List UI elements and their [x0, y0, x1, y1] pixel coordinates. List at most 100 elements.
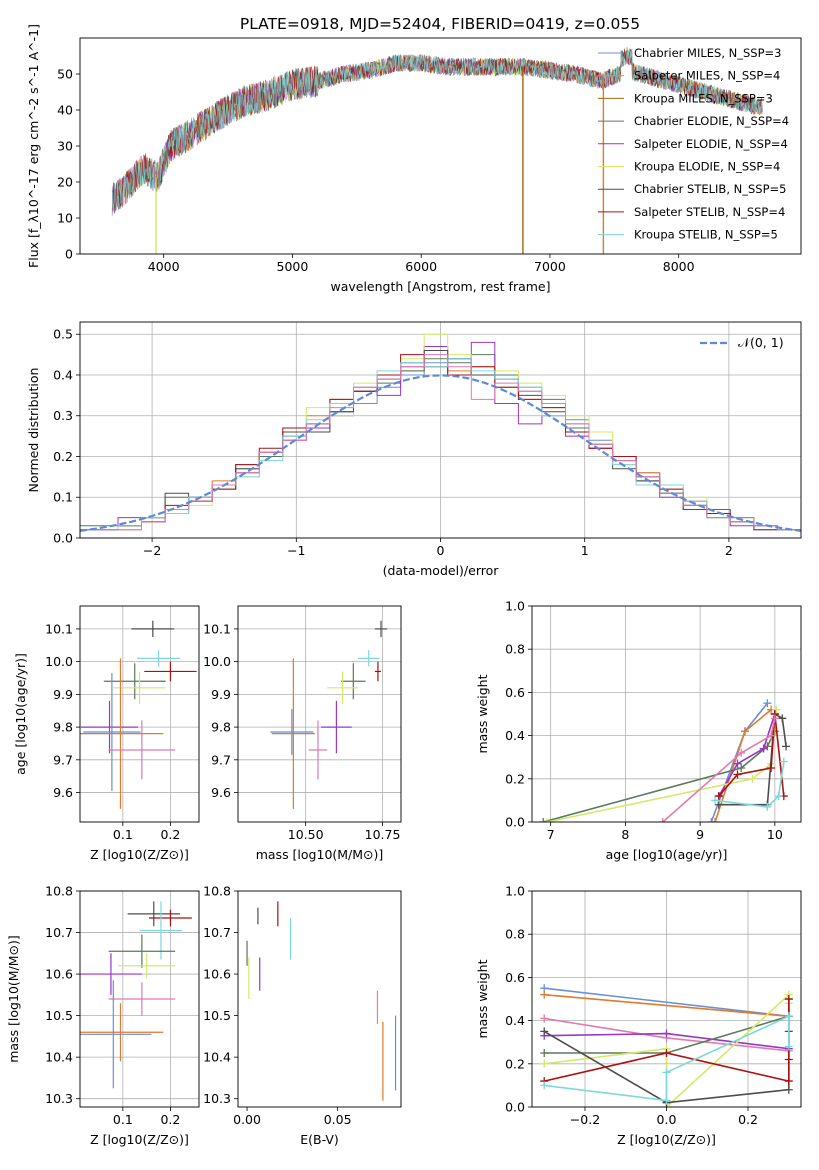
legend-label: Chabrier MILES, N_SSP=3 — [634, 46, 781, 60]
histogram-series — [80, 333, 801, 531]
weight-marker — [662, 1096, 671, 1105]
weight-marker — [740, 727, 749, 736]
errorbar-point — [80, 980, 152, 1089]
errorbar-point — [149, 909, 192, 927]
legend-label: Salpeter ELODIE, N_SSP=4 — [634, 137, 788, 151]
axes-frame — [237, 605, 402, 823]
axes-frame — [79, 37, 802, 255]
figure-title: PLATE=0918, MJD=52404, FIBERID=0419, z=0… — [240, 15, 640, 33]
histogram-series — [80, 354, 801, 531]
x-tick-label: 2 — [725, 543, 733, 558]
x-tick-label: 0.2 — [160, 827, 180, 842]
errorbar-point — [357, 650, 380, 667]
y-tick-label: 0.2 — [505, 771, 525, 786]
errorbar-point — [80, 1003, 164, 1062]
legend-label: Kroupa MILES, N_SSP=3 — [634, 91, 773, 105]
x-tick-label: 0.05 — [324, 1112, 352, 1127]
axes-frame — [237, 890, 402, 1108]
errorbar-point — [144, 661, 197, 682]
x-tick-label: 8 — [621, 827, 629, 842]
gaussian-curve — [80, 374, 801, 532]
panel-weight-vs-Z: −0.2 0.0 0.2 0.0 0.2 0.4 0.6 0.8 1.0 Z [log10(Z/Z… — [475, 884, 802, 1147]
legend-label: Kroupa ELODIE, N_SSP=4 — [634, 160, 780, 174]
x-axis-label: Z [log10(Z/Z⊙)] — [617, 1132, 716, 1147]
x-tick-label: 0.1 — [113, 827, 133, 842]
x-tick-label: −0.2 — [570, 1112, 600, 1127]
histogram-series — [80, 358, 801, 531]
y-tick-label: 10 — [57, 211, 73, 226]
y-tick-label: 0.3 — [53, 408, 73, 423]
histogram-series — [80, 358, 801, 531]
weight-line — [544, 993, 789, 1018]
x-tick-label: 9 — [696, 827, 704, 842]
x-tick-label: 10 — [767, 827, 783, 842]
y-tick-label: 10.4 — [45, 1050, 73, 1065]
weight-marker — [737, 764, 746, 772]
weight-marker — [662, 1029, 671, 1038]
y-axis-label: Normed distribution — [26, 368, 41, 493]
x-axis-label: mass [log10(M/M⊙)] — [256, 847, 384, 862]
errorbar-point — [131, 620, 175, 638]
panel-spectrum: 4000 5000 6000 7000 8000 0 10 20 30 40 50 wavelengt… — [26, 24, 802, 294]
weight-line — [718, 713, 776, 797]
y-tick-label: 9.6 — [211, 785, 231, 800]
y-tick-label: 10.5 — [203, 1008, 231, 1023]
legend-label: Salpeter STELIB, N_SSP=4 — [634, 205, 785, 219]
y-tick-label: 0.6 — [505, 970, 525, 985]
errorbar-point — [108, 720, 176, 780]
weight-marker — [658, 818, 667, 822]
y-tick-label: 10.0 — [203, 654, 231, 669]
y-tick-label: 20 — [57, 175, 73, 190]
x-axis-label: wavelength [Angstrom, rest frame] — [330, 279, 550, 294]
y-tick-label: 0.4 — [505, 1013, 525, 1028]
x-tick-label: 7 — [547, 827, 555, 842]
y-tick-label: 0.4 — [53, 367, 73, 382]
weight-marker — [784, 1077, 793, 1086]
panel-residuals: −2 −1 0 1 2 0.0 0.1 0.2 0.3 0.4 0.5 (data-model)/er… — [26, 321, 802, 578]
weight-marker — [542, 818, 551, 822]
x-tick-label: 0.2 — [160, 1112, 180, 1127]
y-tick-label: 1.0 — [505, 884, 525, 899]
y-tick-label: 10.1 — [203, 621, 231, 636]
axes-frame — [531, 890, 802, 1108]
y-tick-label: 0.2 — [505, 1056, 525, 1071]
weight-marker — [711, 796, 720, 805]
plot-area — [80, 901, 192, 1089]
x-tick-label: 4000 — [148, 259, 180, 274]
histogram-series — [80, 354, 801, 531]
y-axis-label: mass [log10(M/M⊙)] — [6, 935, 21, 1063]
weight-marker — [759, 744, 768, 753]
weight-line — [662, 718, 776, 822]
x-tick-label: 10.75 — [365, 827, 401, 842]
errorbar-point — [127, 901, 180, 927]
legend-label: Chabrier ELODIE, N_SSP=4 — [634, 114, 789, 128]
axes-frame — [531, 605, 802, 823]
y-tick-label: 9.9 — [53, 687, 73, 702]
weight-marker — [714, 800, 723, 809]
y-tick-label: 0.2 — [53, 449, 73, 464]
x-axis-label: Z [log10(Z/Z⊙)] — [90, 847, 189, 862]
errorbar-point — [308, 720, 328, 780]
y-tick-label: 10.3 — [45, 1091, 73, 1106]
y-tick-label: 0.0 — [53, 531, 73, 546]
y-axis-label: mass weight — [475, 959, 490, 1038]
panel-mass-vs-ebv: 0.00 0.05 10.3 10.4 10.5 10.6 10.7 10.8 E(B-V) — [203, 884, 402, 1147]
weight-marker — [784, 1055, 793, 1064]
x-tick-label: 10.50 — [288, 827, 324, 842]
y-tick-label: 0.8 — [505, 927, 525, 942]
y-tick-label: 0.0 — [505, 815, 525, 830]
weight-marker — [662, 1068, 671, 1077]
weight-marker — [540, 1081, 549, 1090]
errorbar-point — [374, 661, 382, 682]
weight-marker — [774, 792, 783, 801]
x-tick-label: −1 — [287, 543, 305, 558]
y-tick-label: 9.7 — [211, 752, 231, 767]
y-tick-label: 0.6 — [505, 685, 525, 700]
weight-line — [715, 761, 785, 808]
y-axis-label: mass weight — [475, 674, 490, 753]
weight-marker — [784, 995, 793, 1003]
x-axis-label: age [log10(age/yr)] — [606, 847, 728, 862]
y-tick-label: 10.3 — [203, 1091, 231, 1106]
panel-weight-vs-age: 7 8 9 10 0.0 0.2 0.4 0.6 0.8 1.0 age [log10(age/yr… — [475, 599, 802, 862]
